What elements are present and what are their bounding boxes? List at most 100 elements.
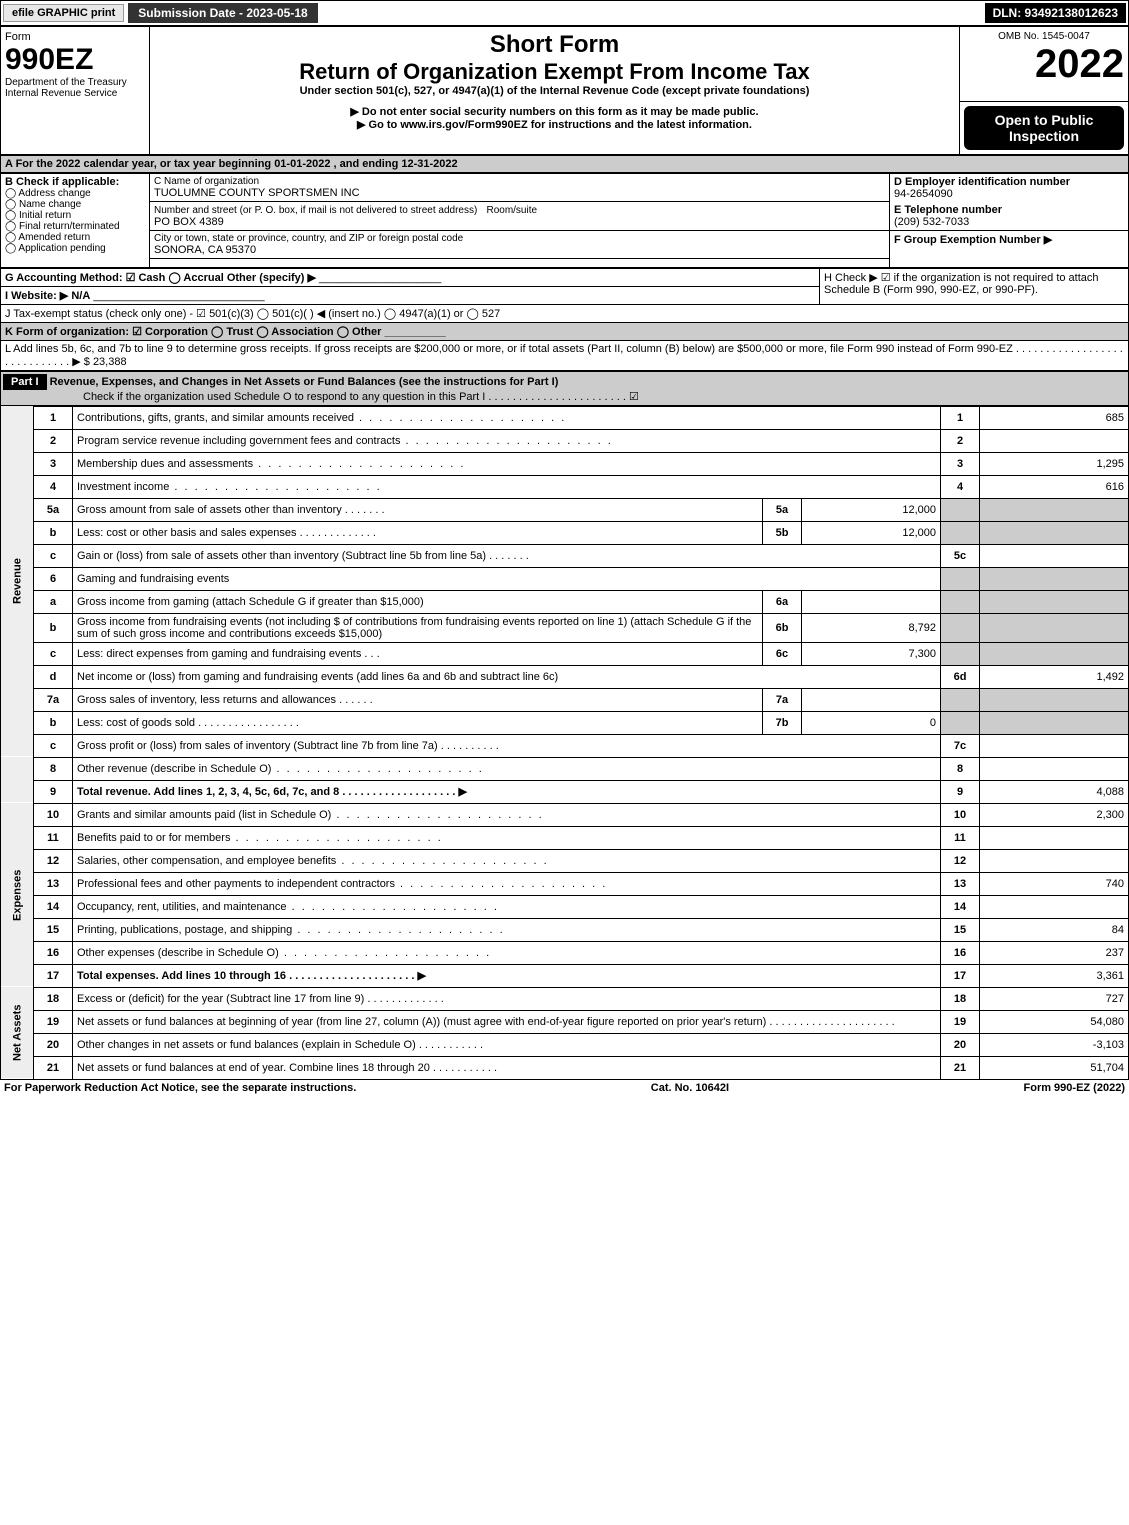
street: PO BOX 4389 bbox=[154, 216, 885, 228]
r12: 12 bbox=[941, 849, 980, 872]
part1-title: Revenue, Expenses, and Changes in Net As… bbox=[50, 376, 559, 388]
city-label: City or town, state or province, country… bbox=[154, 233, 885, 244]
a9: 4,088 bbox=[980, 780, 1129, 803]
footer-right: Form 990-EZ (2022) bbox=[1024, 1082, 1125, 1094]
r11: 11 bbox=[941, 826, 980, 849]
sr7a: 7a bbox=[763, 688, 802, 711]
a4: 616 bbox=[980, 475, 1129, 498]
street-label: Number and street (or P. O. box, if mail… bbox=[154, 205, 477, 216]
b-opt-4[interactable]: ◯ Amended return bbox=[5, 232, 145, 243]
b-opt-3[interactable]: ◯ Final return/terminated bbox=[5, 221, 145, 232]
sa7a bbox=[802, 688, 941, 711]
n6: 6 bbox=[34, 567, 73, 590]
submission-date: Submission Date - 2023-05-18 bbox=[128, 3, 317, 23]
a20: -3,103 bbox=[980, 1033, 1129, 1056]
top-left: efile GRAPHIC print Submission Date - 20… bbox=[3, 3, 318, 23]
under-section: Under section 501(c), 527, or 4947(a)(1)… bbox=[154, 85, 955, 97]
n5c: c bbox=[34, 544, 73, 567]
d6b: Gross income from fundraising events (no… bbox=[73, 613, 763, 642]
b-opt-5[interactable]: ◯ Application pending bbox=[5, 243, 145, 254]
a16: 237 bbox=[980, 941, 1129, 964]
c-label: C Name of organization bbox=[154, 176, 885, 187]
d4: Investment income bbox=[73, 475, 941, 498]
a6c bbox=[980, 642, 1129, 665]
d17: Total expenses. Add lines 10 through 16 … bbox=[73, 964, 941, 987]
n5b: b bbox=[34, 521, 73, 544]
revenue-tab2 bbox=[1, 757, 34, 803]
line-a: A For the 2022 calendar year, or tax yea… bbox=[0, 155, 1129, 173]
line-l: L Add lines 5b, 6c, and 7b to line 9 to … bbox=[1, 340, 1129, 370]
a18: 727 bbox=[980, 987, 1129, 1010]
d6d: Net income or (loss) from gaming and fun… bbox=[73, 665, 941, 688]
d19: Net assets or fund balances at beginning… bbox=[73, 1010, 941, 1033]
line-g: G Accounting Method: ☑ Cash ◯ Accrual Ot… bbox=[1, 268, 820, 286]
department: Department of the Treasury Internal Reve… bbox=[5, 77, 145, 99]
d5a: Gross amount from sale of assets other t… bbox=[73, 498, 763, 521]
n20: 20 bbox=[34, 1033, 73, 1056]
footer-left: For Paperwork Reduction Act Notice, see … bbox=[4, 1082, 356, 1094]
room-label: Room/suite bbox=[486, 205, 537, 216]
footer: For Paperwork Reduction Act Notice, see … bbox=[0, 1080, 1129, 1096]
a6a bbox=[980, 590, 1129, 613]
n17: 17 bbox=[34, 964, 73, 987]
r19: 19 bbox=[941, 1010, 980, 1033]
d9: Total revenue. Add lines 1, 2, 3, 4, 5c,… bbox=[73, 780, 941, 803]
r1: 1 bbox=[941, 406, 980, 429]
b-opt-0[interactable]: ◯ Address change bbox=[5, 188, 145, 199]
n15: 15 bbox=[34, 918, 73, 941]
d21: Net assets or fund balances at end of ye… bbox=[73, 1056, 941, 1079]
n10: 10 bbox=[34, 803, 73, 826]
d6: Gaming and fundraising events bbox=[73, 567, 941, 590]
a8 bbox=[980, 757, 1129, 780]
b-opt-1[interactable]: ◯ Name change bbox=[5, 199, 145, 210]
ein: 94-2654090 bbox=[894, 188, 1124, 200]
b-opt-2[interactable]: ◯ Initial return bbox=[5, 210, 145, 221]
a7b bbox=[980, 711, 1129, 734]
d7c: Gross profit or (loss) from sales of inv… bbox=[73, 734, 941, 757]
main-title: Return of Organization Exempt From Incom… bbox=[154, 59, 955, 85]
n4: 4 bbox=[34, 475, 73, 498]
a21: 51,704 bbox=[980, 1056, 1129, 1079]
sa6c: 7,300 bbox=[802, 642, 941, 665]
lines-table: Revenue 1 Contributions, gifts, grants, … bbox=[0, 406, 1129, 1080]
r8: 8 bbox=[941, 757, 980, 780]
short-form-title: Short Form bbox=[154, 31, 955, 59]
a5a bbox=[980, 498, 1129, 521]
a7c bbox=[980, 734, 1129, 757]
d6a: Gross income from gaming (attach Schedul… bbox=[73, 590, 763, 613]
a3: 1,295 bbox=[980, 452, 1129, 475]
goto-link[interactable]: ▶ Go to www.irs.gov/Form990EZ for instru… bbox=[154, 118, 955, 131]
d18: Excess or (deficit) for the year (Subtra… bbox=[73, 987, 941, 1010]
sr5b: 5b bbox=[763, 521, 802, 544]
d13: Professional fees and other payments to … bbox=[73, 872, 941, 895]
r6b bbox=[941, 613, 980, 642]
entity-table: B Check if applicable: ◯ Address change … bbox=[0, 173, 1129, 268]
r15: 15 bbox=[941, 918, 980, 941]
d16: Other expenses (describe in Schedule O) bbox=[73, 941, 941, 964]
footer-mid: Cat. No. 10642I bbox=[651, 1082, 729, 1094]
d20: Other changes in net assets or fund bala… bbox=[73, 1033, 941, 1056]
a10: 2,300 bbox=[980, 803, 1129, 826]
n1: 1 bbox=[34, 406, 73, 429]
n19: 19 bbox=[34, 1010, 73, 1033]
r17: 17 bbox=[941, 964, 980, 987]
n21: 21 bbox=[34, 1056, 73, 1079]
sr6a: 6a bbox=[763, 590, 802, 613]
a2 bbox=[980, 429, 1129, 452]
f-label: F Group Exemption Number ▶ bbox=[894, 233, 1124, 246]
sr6c: 6c bbox=[763, 642, 802, 665]
r5a bbox=[941, 498, 980, 521]
r7c: 7c bbox=[941, 734, 980, 757]
n14: 14 bbox=[34, 895, 73, 918]
line-k: K Form of organization: ☑ Corporation ◯ … bbox=[1, 322, 1129, 340]
a6d: 1,492 bbox=[980, 665, 1129, 688]
d2: Program service revenue including govern… bbox=[73, 429, 941, 452]
d-label: D Employer identification number bbox=[894, 176, 1124, 188]
r7b bbox=[941, 711, 980, 734]
sr5a: 5a bbox=[763, 498, 802, 521]
net-tab: Net Assets bbox=[1, 987, 34, 1079]
a13: 740 bbox=[980, 872, 1129, 895]
efile-btn[interactable]: efile GRAPHIC print bbox=[3, 4, 124, 22]
n12: 12 bbox=[34, 849, 73, 872]
form-number: 990EZ bbox=[5, 43, 145, 77]
